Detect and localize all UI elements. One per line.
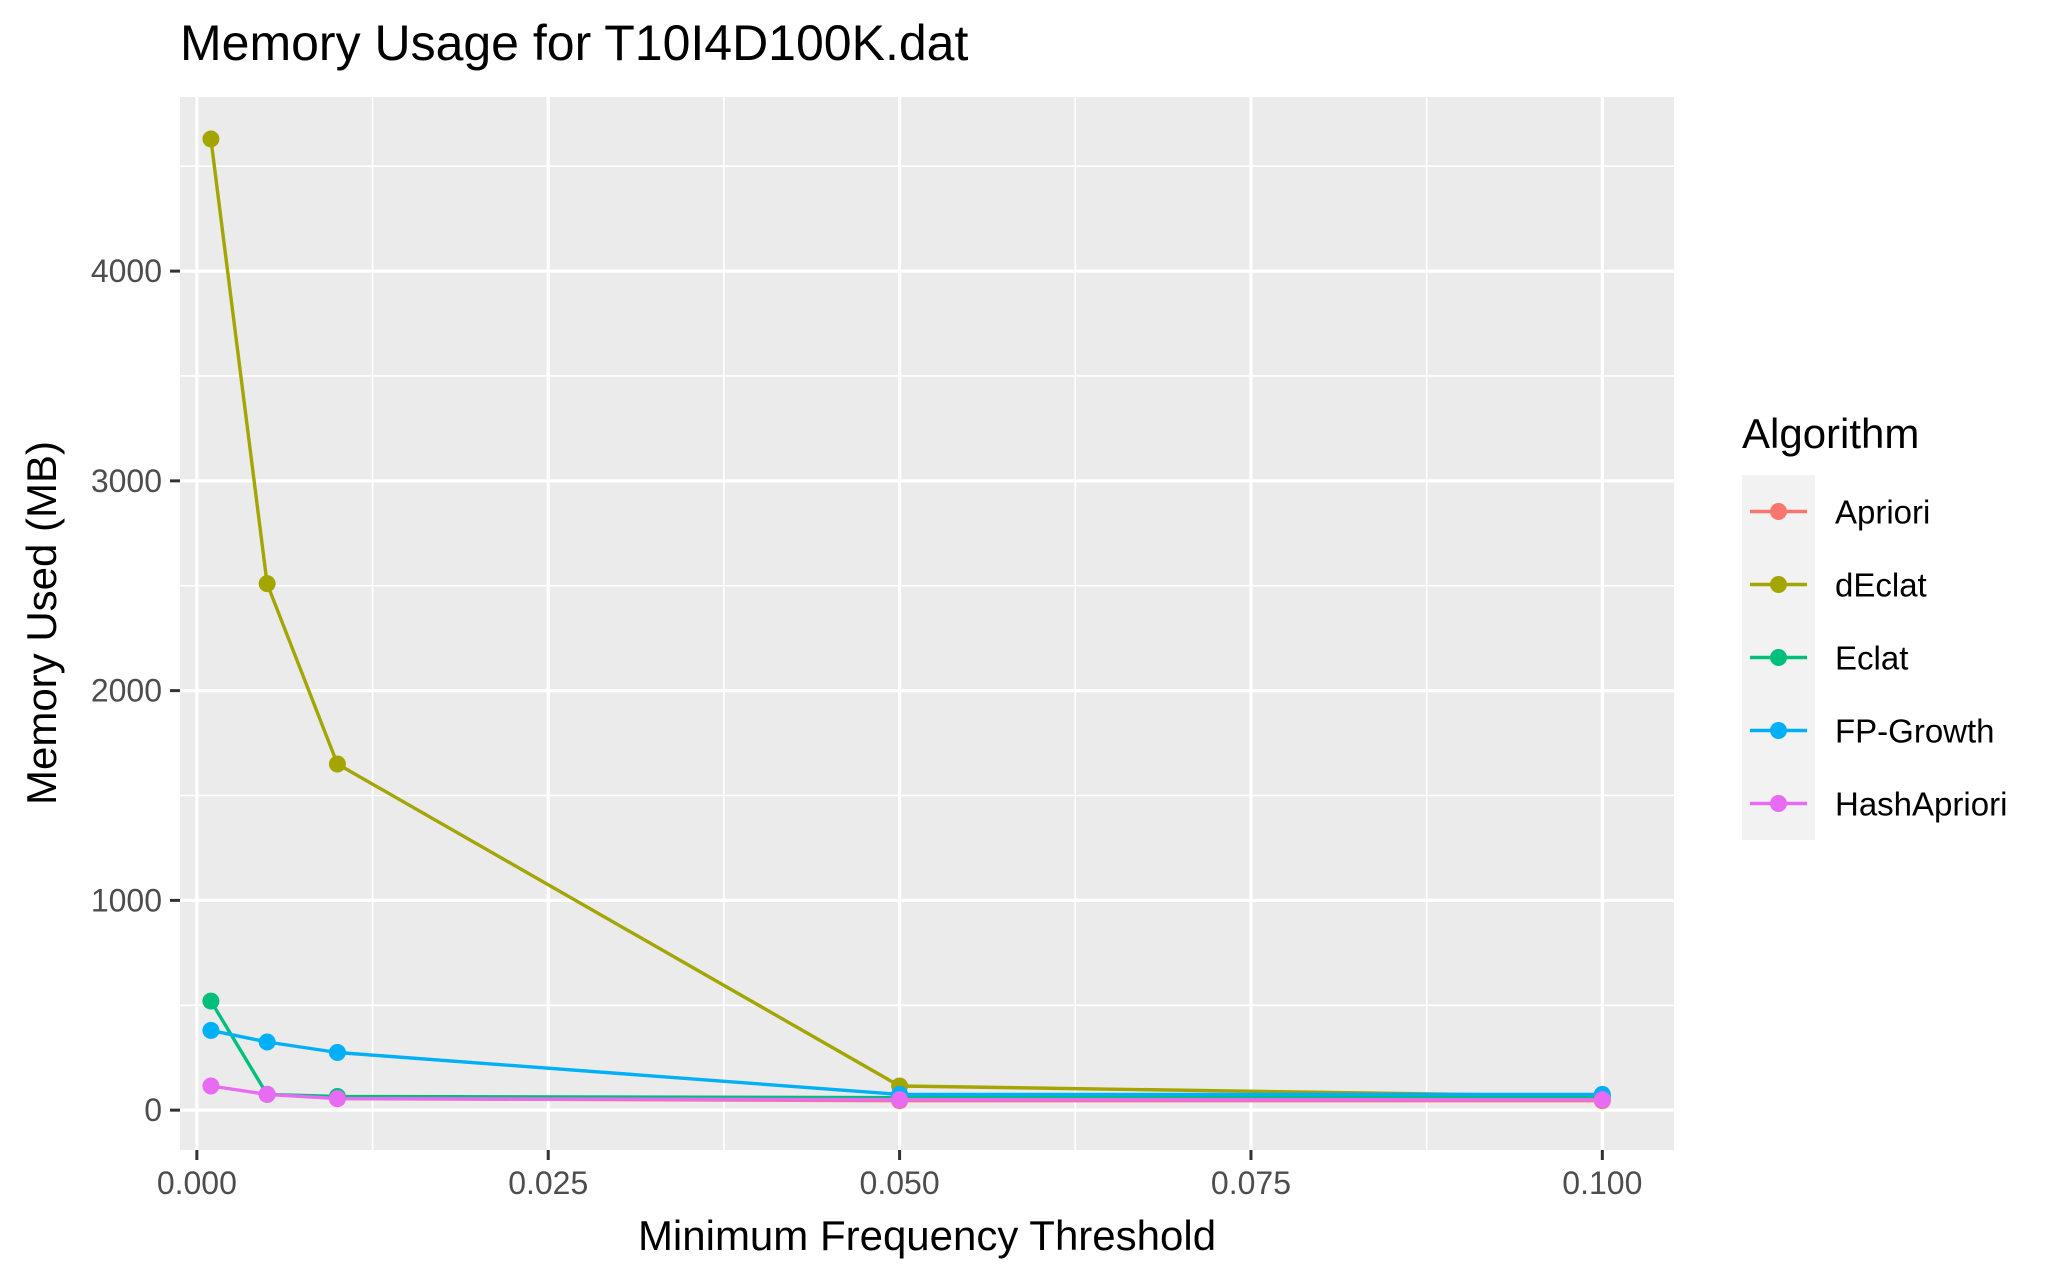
- y-tick-label: 1000: [91, 882, 162, 918]
- data-point-hashapriori: [1593, 1091, 1611, 1109]
- data-point-declat: [258, 575, 276, 593]
- data-point-declat: [202, 130, 220, 148]
- legend-key-point: [1770, 649, 1787, 666]
- series-points: [202, 130, 1611, 1110]
- x-tick-label: 0.075: [1211, 1165, 1291, 1201]
- legend-label: HashApriori: [1835, 786, 2007, 823]
- x-tick-label: 0.050: [860, 1165, 940, 1201]
- legend-key-point: [1770, 722, 1787, 739]
- y-axis-title: Memory Used (MB): [18, 441, 65, 805]
- data-point-fp-growth: [258, 1033, 276, 1051]
- y-tick-label: 3000: [91, 463, 162, 499]
- data-point-hashapriori: [328, 1090, 346, 1108]
- legend-key-point: [1770, 503, 1787, 520]
- data-point-eclat: [202, 992, 220, 1010]
- y-axis-ticks: 0 1000 2000 3000 4000: [91, 253, 180, 1128]
- legend-label: dEclat: [1835, 567, 1927, 604]
- y-tick-label: 0: [144, 1092, 162, 1128]
- legend: Apriori dEclat Eclat FP-Growth HashApriori: [1742, 475, 2007, 840]
- x-axis-title: Minimum Frequency Threshold: [638, 1212, 1216, 1259]
- plot-panel: [180, 97, 1674, 1150]
- legend-label: Eclat: [1835, 640, 1908, 677]
- legend-key-point: [1770, 795, 1787, 812]
- legend-title: Algorithm: [1742, 410, 1919, 457]
- y-tick-label: 2000: [91, 673, 162, 709]
- major-gridlines: [180, 97, 1674, 1150]
- data-point-declat: [328, 755, 346, 773]
- x-tick-label: 0.025: [508, 1165, 588, 1201]
- y-tick-label: 4000: [91, 253, 162, 289]
- data-point-hashapriori: [891, 1091, 909, 1109]
- data-point-fp-growth: [202, 1021, 220, 1039]
- x-tick-label: 0.100: [1562, 1165, 1642, 1201]
- x-axis-ticks: 0.000 0.025 0.050 0.075 0.100: [157, 1150, 1642, 1201]
- data-point-hashapriori: [258, 1085, 276, 1103]
- data-point-fp-growth: [328, 1043, 346, 1061]
- legend-label: Apriori: [1835, 494, 1930, 531]
- chart-title: Memory Usage for T10I4D100K.dat: [180, 15, 968, 71]
- x-tick-label: 0.000: [157, 1165, 237, 1201]
- legend-key-point: [1770, 576, 1787, 593]
- legend-label: FP-Growth: [1835, 713, 1995, 750]
- data-point-hashapriori: [202, 1077, 220, 1095]
